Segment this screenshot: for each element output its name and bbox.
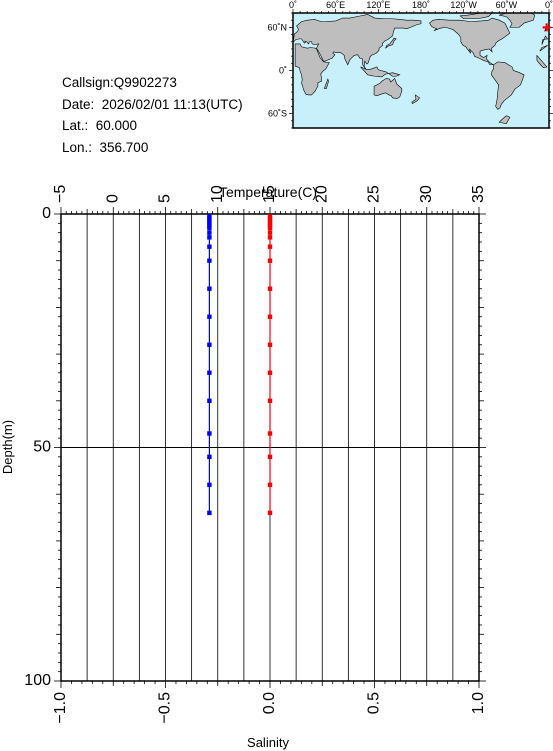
world-map: 0˚ 60˚E 120˚E 180˚ 120˚W 60˚W 0˚ 60˚N 0˚ 60˚S: [267, 0, 553, 129]
land-eurasia: [292, 14, 422, 70]
temperature-profile-point: [207, 216, 212, 221]
map-lon-label: 60˚W: [496, 0, 518, 10]
salinity-profile-point: [267, 314, 273, 319]
land-south-america: [491, 61, 525, 110]
salinity-tick-label: 1.0: [470, 692, 487, 714]
salinity-profile-point: [267, 398, 273, 403]
salinity-axis-title: Salinity: [247, 735, 289, 750]
temperature-tick-label: 15: [261, 185, 278, 203]
temperature-tick-labels: −5 0 5 10 15 20 25 30 35: [52, 185, 487, 203]
temperature-profile-point: [207, 258, 212, 263]
temperature-profile-point: [207, 286, 212, 291]
temperature-profile-point: [207, 218, 212, 224]
station-marker: [542, 23, 551, 32]
land-new-zealand: [411, 94, 421, 104]
salinity-tick-labels: −1.0 −0.5 0.0 0.5 1.0: [52, 692, 487, 724]
temperature-axis-title: Temperature(C): [219, 184, 317, 200]
land-north-america: [429, 17, 511, 66]
salinity-profile-point: [267, 454, 273, 460]
depth-tick-label: 0: [42, 205, 51, 222]
temperature-profile-point: [207, 342, 212, 347]
axis-ticks: [54, 207, 486, 688]
temperature-profile-point: [207, 370, 212, 375]
map-lon-label: 0˚: [289, 0, 297, 10]
temperature-profile-point: [207, 214, 212, 219]
temperature-tick-label: 20: [313, 185, 330, 203]
temperature-profile-point: [207, 314, 212, 319]
depth-tick-label: 100: [24, 672, 51, 689]
temperature-profile-point: [207, 221, 212, 226]
salinity-profile-point: [267, 235, 273, 240]
land-indonesia: [360, 66, 401, 78]
temperature-profile-point: [207, 244, 212, 249]
map-lat-label: 60˚S: [268, 109, 287, 119]
salinity-profile-point: [267, 286, 273, 291]
temperature-tick-label: 30: [418, 185, 435, 203]
station-marker-cross: [542, 23, 551, 32]
salinity-profile-point: [267, 510, 273, 516]
land-africa: [539, 45, 548, 52]
map-lon-label: 120˚W: [450, 0, 477, 10]
map-land: [292, 12, 549, 125]
date-text: Date: 2026/02/01 11:13(UTC): [62, 96, 243, 112]
salinity-profile-point: [267, 221, 273, 226]
temperature-profile-point: [207, 431, 212, 436]
salinity-profile-point: [267, 230, 273, 235]
temperature-tick-label: 35: [470, 185, 487, 203]
map-lon-label: 0˚: [545, 0, 553, 10]
depth-tick-labels: 0 50 100: [24, 205, 51, 689]
map-lon-label: 180˚: [412, 0, 430, 10]
land-japan: [385, 37, 397, 49]
salinity-tick-label: −0.5: [157, 692, 174, 724]
temperature-profile-point: [207, 510, 212, 516]
salinity-profile-point: [267, 258, 273, 263]
land-africa: [294, 43, 330, 96]
latitude-text: Lat.: 60.000: [62, 118, 138, 133]
salinity-profile-point: [267, 342, 273, 347]
map-lon-label: 120˚E: [366, 0, 390, 10]
longitude-text: Lon.: 356.700: [62, 139, 149, 155]
salinity-profile-point: [267, 482, 273, 488]
temperature-tick-label: 5: [157, 194, 174, 203]
salinity-profile-point: [267, 214, 273, 219]
station-info: Callsign:Q9902273 Date: 2026/02/01 11:13…: [62, 72, 243, 158]
salinity-profile-point: [267, 431, 273, 436]
salinity-profile-point: [267, 216, 273, 221]
map-lat-label: 0˚: [279, 66, 287, 76]
salinity-tick-label: −1.0: [52, 692, 69, 724]
salinity-profile-point: [267, 218, 273, 224]
map-labels: 0˚ 60˚E 120˚E 180˚ 120˚W 60˚W 0˚ 60˚N 0˚ 60˚S: [267, 0, 553, 119]
salinity-profile-point: [267, 223, 273, 228]
land-australia: [373, 77, 403, 99]
temperature-tick-label: 0: [104, 194, 121, 203]
temperature-tick-label: 10: [209, 185, 226, 203]
map-lat-label: 60˚N: [267, 22, 287, 32]
map-lon-label: 60˚E: [326, 0, 345, 10]
salinity-profile-point: [267, 244, 273, 249]
salinity-profile-point: [267, 225, 273, 231]
depth-axis-title: Depth(m): [0, 420, 15, 474]
callsign-text: Callsign:Q9902273: [62, 75, 177, 90]
land-africa: [536, 54, 548, 68]
temperature-profile-point: [207, 482, 212, 488]
temperature-profile-point: [207, 454, 212, 460]
land-eurasia: [541, 35, 549, 45]
temperature-profile-point: [207, 398, 212, 403]
salinity-tick-label: 0.0: [261, 692, 278, 714]
depth-tick-label: 50: [33, 439, 51, 456]
temperature-profile-point: [207, 225, 212, 231]
temperature-tick-label: −5: [52, 185, 69, 203]
data-series: [207, 214, 273, 516]
temperature-profile-point: [207, 230, 212, 235]
salinity-tick-label: 0.5: [366, 692, 383, 714]
temperature-profile-point: [207, 235, 212, 240]
temperature-profile-point: [207, 223, 212, 228]
map-ticks: [289, 9, 553, 129]
land-antarctic-peninsula: [498, 115, 511, 125]
temperature-tick-label: 25: [366, 185, 383, 203]
land-madagascar: [323, 78, 329, 89]
salinity-profile-point: [267, 370, 273, 375]
